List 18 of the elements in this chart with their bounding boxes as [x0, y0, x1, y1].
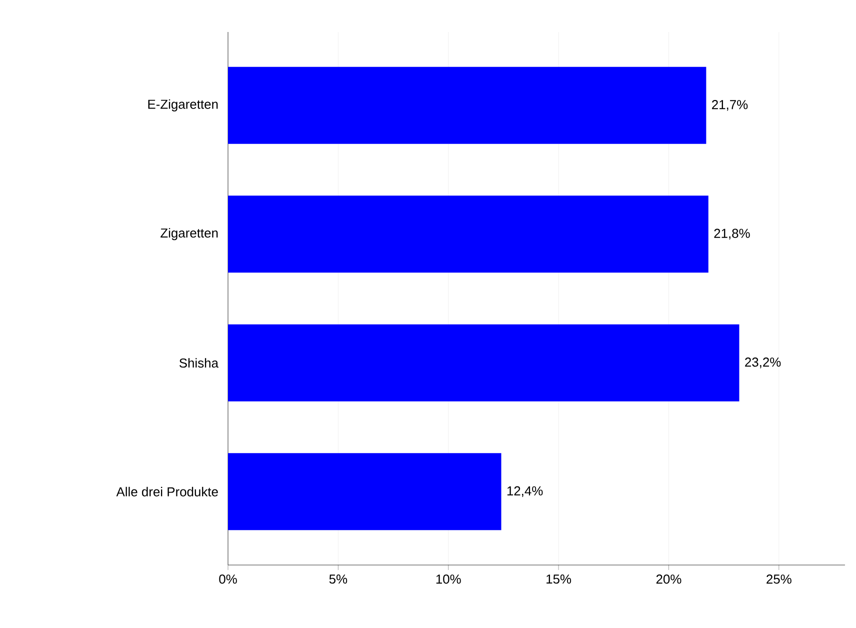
- bar: [228, 66, 706, 144]
- x-tick-label: 0%: [219, 574, 237, 584]
- bar: [228, 196, 708, 273]
- x-tick-label: 5%: [329, 574, 348, 584]
- y-tick-label: E-Zigaretten: [148, 99, 218, 112]
- y-tick-label: Alle drei Produkte: [116, 486, 218, 496]
- data-label: 21,7%: [712, 100, 748, 111]
- data-label: 23,2%: [745, 358, 781, 368]
- data-label: 12,4%: [507, 486, 543, 497]
- bar: [228, 453, 502, 530]
- y-tick-label: Zigaretten: [160, 228, 218, 240]
- data-label: 21,8%: [714, 228, 750, 240]
- x-tick-label: 25%: [766, 574, 792, 584]
- x-tick-label: 15%: [546, 574, 572, 584]
- x-tick-label: 10%: [436, 574, 461, 584]
- bar: [228, 324, 740, 402]
- x-tick-label: 20%: [656, 574, 682, 584]
- y-tick-label: Shisha: [179, 358, 218, 368]
